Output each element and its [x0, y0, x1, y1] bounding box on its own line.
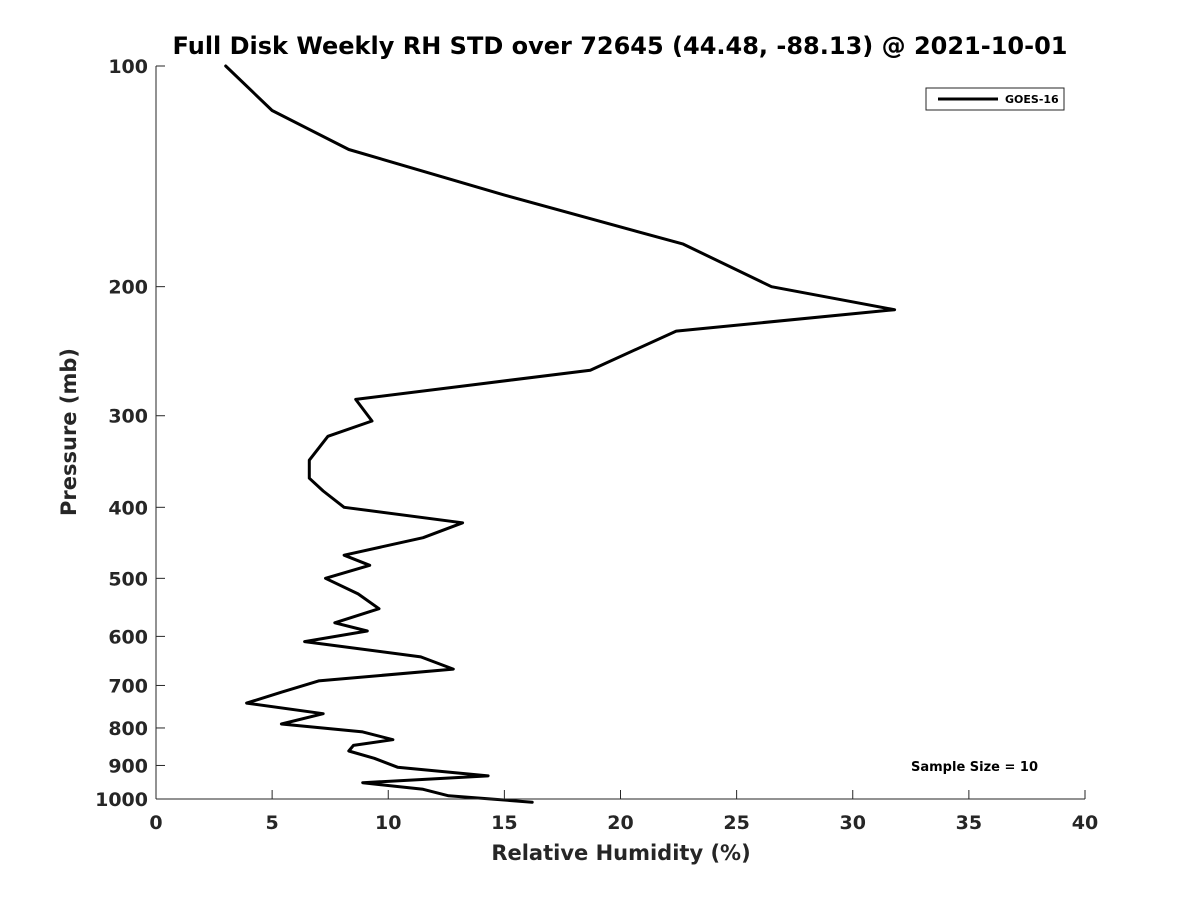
legend-label: GOES-16 [1005, 93, 1059, 106]
y-tick-label: 500 [108, 568, 148, 590]
chart-title: Full Disk Weekly RH STD over 72645 (44.4… [173, 32, 1068, 60]
legend: GOES-16 [925, 87, 1065, 111]
y-tick-label: 400 [108, 497, 148, 519]
x-tick-label: 35 [956, 812, 982, 834]
y-tick-label: 800 [108, 718, 148, 740]
x-axis-ticks: 0 5 10 15 20 25 30 35 40 [149, 790, 1098, 834]
x-tick-label: 20 [607, 812, 633, 834]
x-tick-label: 15 [491, 812, 517, 834]
x-tick-label: 30 [840, 812, 866, 834]
y-tick-label: 900 [108, 755, 148, 777]
series-line-goes-16 [224, 64, 897, 804]
y-tick-label: 700 [108, 675, 148, 697]
y-tick-label: 600 [108, 626, 148, 648]
y-tick-label: 100 [108, 56, 148, 78]
series-layer [224, 64, 897, 804]
y-tick-label: 1000 [95, 789, 148, 811]
x-tick-label: 40 [1072, 812, 1098, 834]
x-tick-label: 10 [375, 812, 401, 834]
y-tick-label: 200 [108, 277, 148, 299]
x-tick-label: 5 [266, 812, 279, 834]
sample-size-annotation: Sample Size = 10 [911, 760, 1038, 775]
x-tick-label: 0 [149, 812, 162, 834]
x-tick-label: 25 [723, 812, 749, 834]
y-axis-ticks: 100 200 300 400 500 600 700 800 900 1000 [95, 56, 165, 811]
y-tick-label: 300 [108, 406, 148, 428]
x-axis-label: Relative Humidity (%) [491, 841, 750, 865]
y-axis-label: Pressure (mb) [57, 348, 81, 516]
